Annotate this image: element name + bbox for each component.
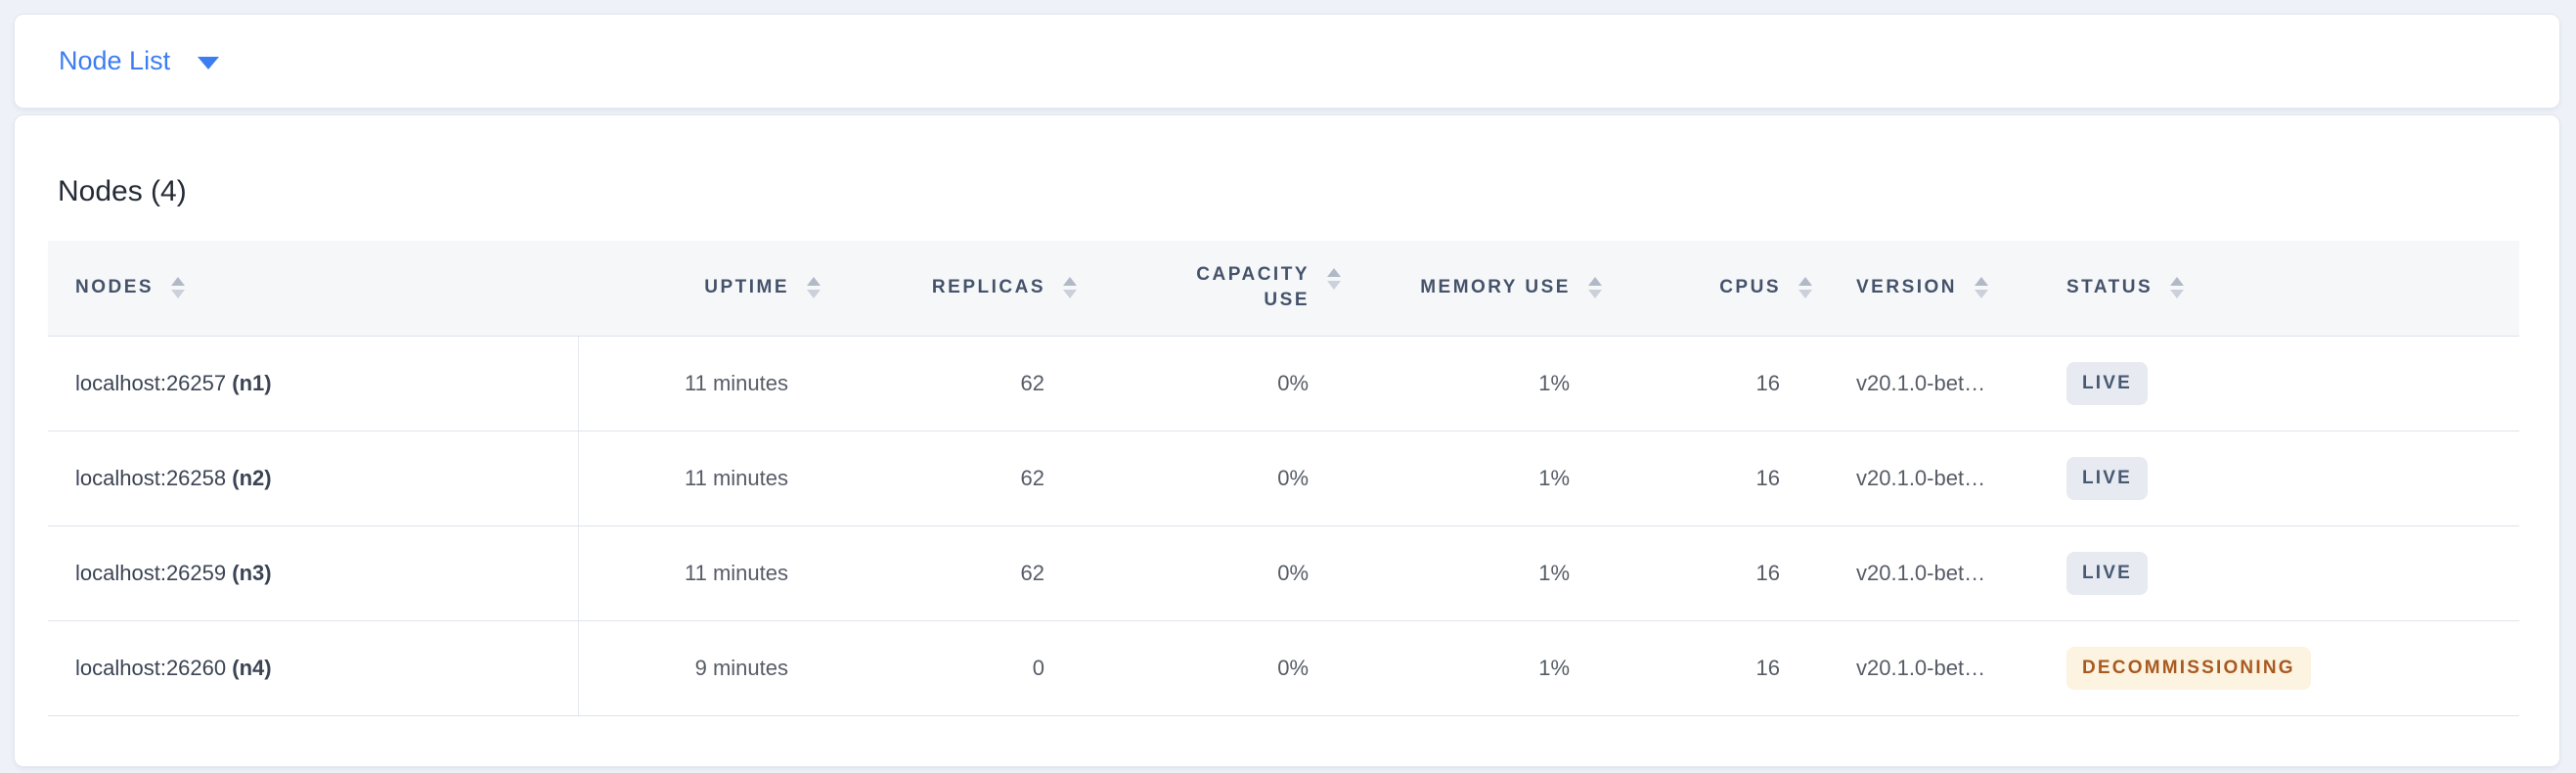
node-address: localhost:26258 xyxy=(75,465,227,490)
node-address: localhost:26259 xyxy=(75,560,227,585)
capacity-use-value: 0% xyxy=(1082,336,1346,432)
uptime-value: 11 minutes xyxy=(578,431,825,526)
sort-icon xyxy=(1063,277,1077,299)
replicas-value: 62 xyxy=(825,431,1082,526)
nodes-card: Nodes (4) Nodes Uptime xyxy=(14,114,2560,767)
column-label-status: Status xyxy=(2066,277,2154,298)
column-label-capacity-use: Capacity Use xyxy=(1196,264,1310,311)
node-list-dropdown[interactable]: Node List xyxy=(59,46,220,76)
column-header-capacity-use[interactable]: Capacity Use xyxy=(1082,241,1346,337)
capacity-use-value: 0% xyxy=(1082,431,1346,526)
capacity-use-value: 0% xyxy=(1082,525,1346,621)
sort-icon xyxy=(1327,268,1341,291)
uptime-value: 11 minutes xyxy=(578,336,825,432)
node-id: (n4) xyxy=(232,655,272,680)
status-badge: LIVE xyxy=(2066,551,2149,595)
memory-use-value: 1% xyxy=(1346,431,1607,526)
sort-icon xyxy=(1799,277,1812,299)
column-header-nodes[interactable]: Nodes xyxy=(48,241,578,337)
column-header-replicas[interactable]: Replicas xyxy=(825,241,1082,337)
status-badge: LIVE xyxy=(2066,456,2149,500)
column-header-memory-use[interactable]: Memory Use xyxy=(1346,241,1607,337)
column-header-cpus[interactable]: CPUs xyxy=(1607,241,1817,337)
cpus-value: 16 xyxy=(1607,620,1817,716)
replicas-value: 0 xyxy=(825,620,1082,716)
memory-use-value: 1% xyxy=(1346,525,1607,621)
status-badge: DECOMMISSIONING xyxy=(2066,646,2311,690)
sort-icon xyxy=(1588,277,1602,299)
node-link[interactable]: localhost:26259 (n3) xyxy=(75,561,272,585)
replicas-value: 62 xyxy=(825,525,1082,621)
cpus-value: 16 xyxy=(1607,525,1817,621)
table-row: localhost:26258 (n2) 11 minutes 62 0% 1%… xyxy=(48,431,2519,526)
cpus-value: 16 xyxy=(1607,336,1817,432)
sort-icon xyxy=(1975,277,1989,299)
status-badge: LIVE xyxy=(2066,361,2149,405)
node-id: (n2) xyxy=(232,465,272,490)
sort-icon xyxy=(171,277,186,299)
nodes-table: Nodes Uptime Replicas xyxy=(48,241,2519,716)
caret-down-icon xyxy=(198,57,220,69)
version-value: v20.1.0-bet… xyxy=(1817,431,2045,526)
node-list-dropdown-label: Node List xyxy=(59,46,171,75)
version-value: v20.1.0-bet… xyxy=(1817,525,2045,621)
column-label-nodes: Nodes xyxy=(75,277,155,298)
table-row: localhost:26260 (n4) 9 minutes 0 0% 1% 1… xyxy=(48,620,2519,716)
column-header-uptime[interactable]: Uptime xyxy=(578,241,825,337)
uptime-value: 9 minutes xyxy=(578,620,825,716)
column-header-status[interactable]: Status xyxy=(2045,241,2519,337)
column-label-replicas: Replicas xyxy=(931,277,1045,298)
table-row: localhost:26259 (n3) 11 minutes 62 0% 1%… xyxy=(48,525,2519,621)
cpus-value: 16 xyxy=(1607,431,1817,526)
memory-use-value: 1% xyxy=(1346,620,1607,716)
node-address: localhost:26257 xyxy=(75,370,227,395)
table-header-row: Nodes Uptime Replicas xyxy=(48,241,2519,337)
column-label-memory-use: Memory Use xyxy=(1420,277,1571,298)
node-id: (n1) xyxy=(232,370,272,395)
capacity-use-value: 0% xyxy=(1082,620,1346,716)
nodes-section-title: Nodes (4) xyxy=(58,175,187,207)
memory-use-value: 1% xyxy=(1346,336,1607,432)
node-link[interactable]: localhost:26258 (n2) xyxy=(75,466,272,490)
view-selector-card: Node List xyxy=(14,14,2560,109)
node-link[interactable]: localhost:26257 (n1) xyxy=(75,371,272,395)
column-label-version: Version xyxy=(1856,277,1958,298)
replicas-value: 62 xyxy=(825,336,1082,432)
node-link[interactable]: localhost:26260 (n4) xyxy=(75,656,272,680)
version-value: v20.1.0-bet… xyxy=(1817,620,2045,716)
column-header-version[interactable]: Version xyxy=(1817,241,2045,337)
table-row: localhost:26257 (n1) 11 minutes 62 0% 1%… xyxy=(48,336,2519,432)
node-address: localhost:26260 xyxy=(75,655,227,680)
column-label-cpus: CPUs xyxy=(1719,277,1781,298)
sort-icon xyxy=(807,277,821,299)
sort-icon xyxy=(2170,277,2185,299)
uptime-value: 11 minutes xyxy=(578,525,825,621)
version-value: v20.1.0-bet… xyxy=(1817,336,2045,432)
node-id: (n3) xyxy=(232,560,272,585)
column-label-uptime: Uptime xyxy=(704,277,789,298)
